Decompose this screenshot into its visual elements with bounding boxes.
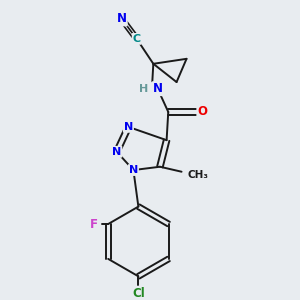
Text: N: N [153, 82, 163, 95]
Text: N: N [117, 13, 127, 26]
Text: N: N [112, 147, 122, 157]
Text: O: O [197, 105, 208, 119]
Text: C: C [133, 34, 141, 44]
Text: F: F [90, 218, 98, 230]
Text: N: N [124, 122, 133, 132]
Text: H: H [139, 84, 148, 94]
Text: N: N [129, 165, 138, 175]
Text: Cl: Cl [132, 287, 145, 300]
Text: CH₃: CH₃ [188, 170, 208, 180]
